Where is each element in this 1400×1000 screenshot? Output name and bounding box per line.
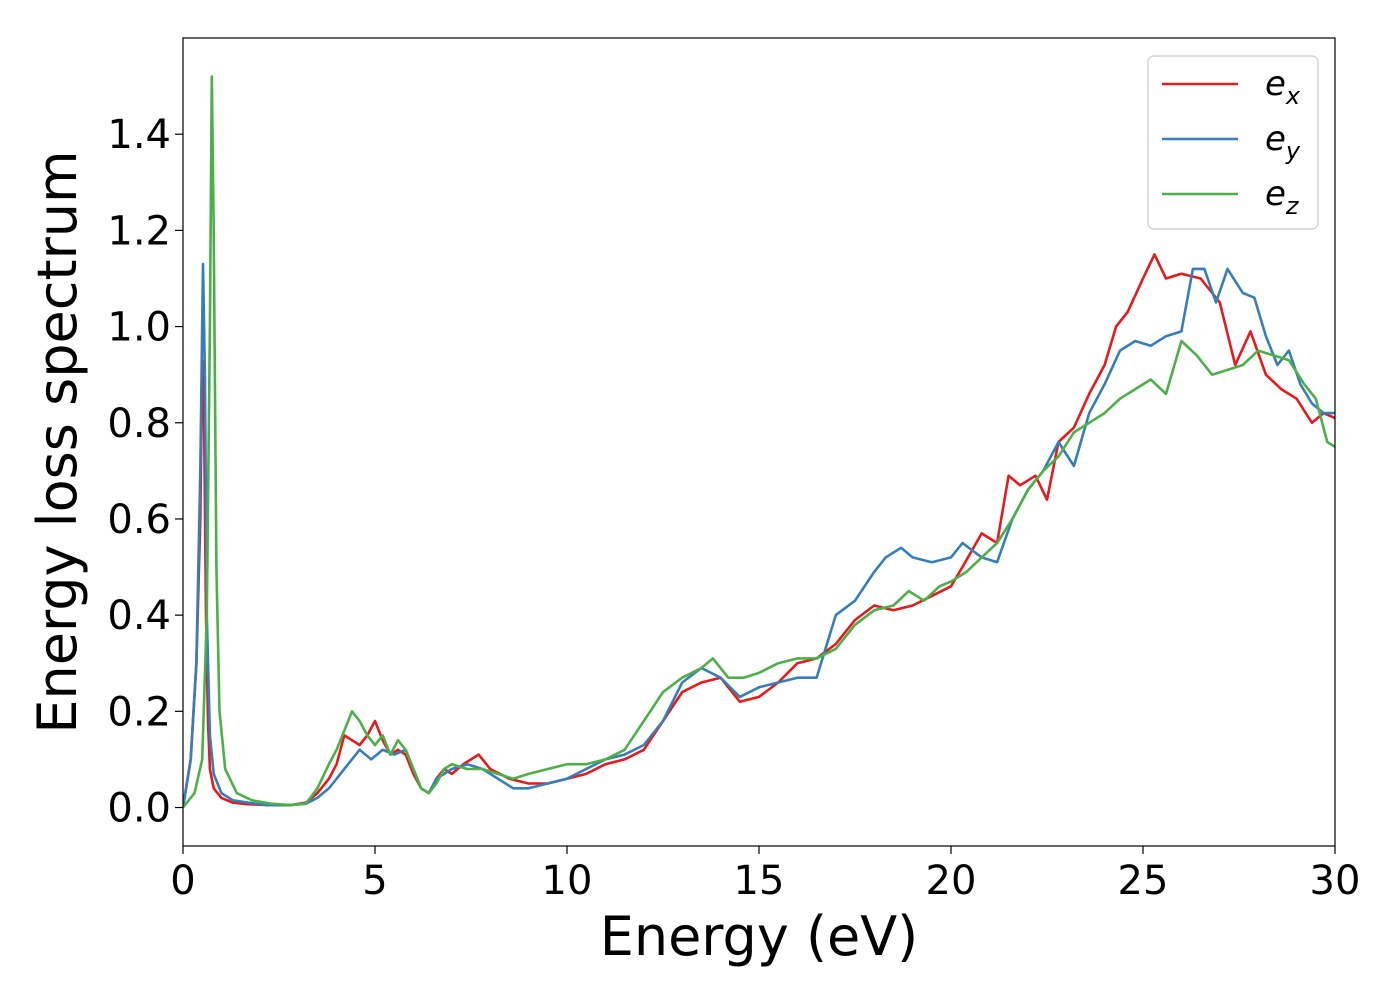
y-tick-label: 0.0	[107, 786, 171, 832]
legend-box	[1147, 55, 1319, 230]
x-tick-label: 25	[1118, 858, 1169, 904]
plot-lines	[183, 75, 1335, 809]
y-tick-label: 0.6	[107, 497, 171, 543]
legend-label-base: e	[1265, 64, 1286, 104]
y-axis-ticks: 0.0 0.2 0.4 0.6 0.8 1.0 1.2 1.4	[107, 112, 183, 832]
legend-label-subscript: x	[1285, 82, 1301, 110]
x-tick-label: 0	[170, 858, 195, 904]
y-tick-label: 1.0	[107, 305, 171, 351]
y-tick-label: 0.2	[107, 689, 171, 735]
series-line-z	[183, 75, 1335, 809]
y-tick-label: 0.4	[107, 593, 171, 639]
y-tick-label: 1.2	[107, 208, 171, 254]
legend-label-z: ez	[1265, 174, 1300, 220]
x-tick-label: 30	[1310, 858, 1361, 904]
x-tick-label: 20	[926, 858, 977, 904]
legend-label-subscript: y	[1285, 137, 1301, 165]
x-axis-ticks: 0 5 10 15 20 25 30	[170, 846, 1360, 904]
x-tick-label: 10	[542, 858, 593, 904]
legend-label-base: e	[1265, 119, 1286, 159]
legend-label-x: ex	[1265, 64, 1301, 110]
y-tick-label: 1.4	[107, 112, 171, 158]
x-tick-label: 5	[362, 858, 387, 904]
x-tick-label: 15	[734, 858, 785, 904]
x-axis-title: Energy (eV)	[600, 905, 919, 968]
legend-label-subscript: z	[1285, 192, 1300, 220]
legend-label-base: e	[1265, 174, 1286, 214]
legend-label-y: ey	[1265, 119, 1301, 165]
y-tick-label: 0.8	[107, 401, 171, 447]
y-axis-title: Energy loss spectrum	[26, 150, 89, 733]
